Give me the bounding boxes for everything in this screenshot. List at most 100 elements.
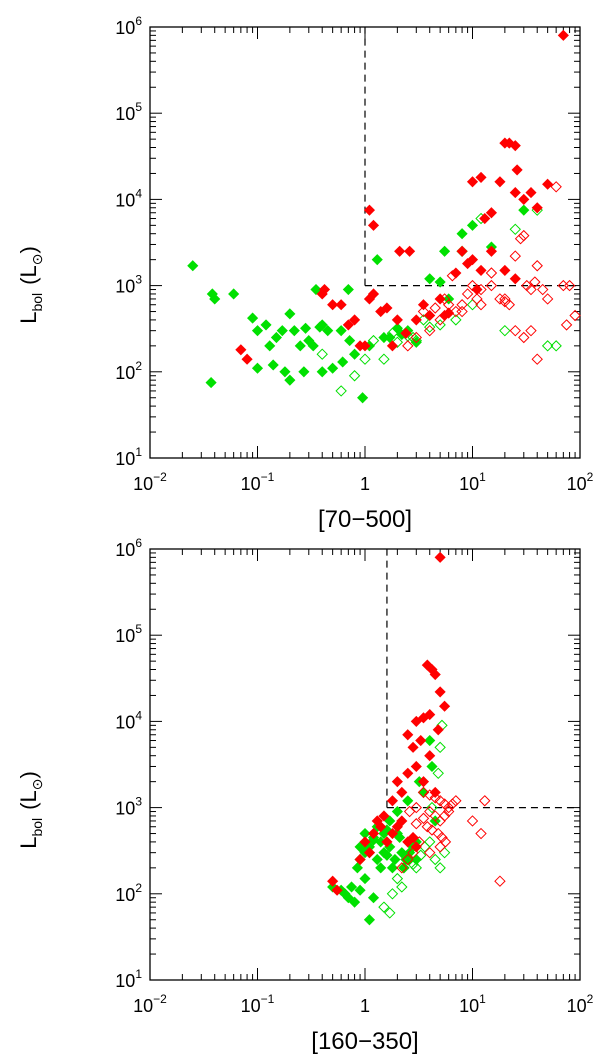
data-point <box>531 202 543 214</box>
data-point <box>424 805 436 818</box>
data-point <box>386 827 399 840</box>
data-point <box>429 853 441 866</box>
x-tick-label: 1 <box>360 474 370 494</box>
series-red-filled <box>327 551 451 896</box>
data-point <box>485 267 498 279</box>
data-point <box>335 325 347 337</box>
data-point <box>349 896 361 908</box>
data-point <box>514 232 527 245</box>
y-tick-label: 106 <box>115 536 142 560</box>
data-point <box>485 279 498 292</box>
data-point <box>417 299 430 311</box>
data-point <box>434 741 446 754</box>
data-point <box>402 853 414 866</box>
x-tick-label: 10−1 <box>241 992 275 1016</box>
data-point <box>349 348 361 360</box>
data-point <box>494 176 506 188</box>
data-point <box>391 336 404 348</box>
data-point <box>456 245 468 257</box>
data-point <box>307 340 319 352</box>
data-point <box>424 273 436 285</box>
data-point <box>424 324 436 337</box>
data-point <box>209 293 221 305</box>
data-point <box>410 818 422 830</box>
series-red-open <box>402 181 581 365</box>
data-point <box>509 187 521 199</box>
data-point <box>396 786 408 798</box>
data-point <box>342 283 354 296</box>
data-point <box>432 827 444 840</box>
data-point <box>402 795 414 807</box>
data-point <box>461 288 474 300</box>
data-point <box>434 551 446 563</box>
data-point <box>479 795 491 807</box>
data-point <box>442 805 455 818</box>
data-point <box>381 836 393 848</box>
data-point <box>337 356 349 368</box>
data-point <box>359 836 371 848</box>
data-point <box>342 319 354 331</box>
data-point <box>450 795 462 807</box>
data-point <box>407 846 419 859</box>
data-point <box>402 767 414 779</box>
data-point <box>327 299 339 311</box>
y-tick-label: 104 <box>115 708 142 732</box>
data-point <box>569 309 581 322</box>
data-point <box>511 164 523 176</box>
data-point <box>284 374 296 386</box>
data-point <box>378 810 390 822</box>
data-point <box>241 353 253 365</box>
data-point <box>391 805 403 818</box>
data-point <box>429 792 441 804</box>
data-point <box>424 789 436 801</box>
data-point <box>494 293 506 305</box>
data-point <box>402 340 414 352</box>
data-point <box>300 322 312 334</box>
data-point <box>344 335 356 347</box>
data-point <box>563 279 576 292</box>
data-point <box>375 821 387 833</box>
data-point <box>410 331 422 344</box>
data-point <box>316 348 328 360</box>
data-point <box>260 319 272 331</box>
data-point <box>359 873 371 885</box>
data-point <box>424 750 436 762</box>
data-point <box>391 776 403 788</box>
data-point <box>378 901 390 913</box>
data-point <box>391 314 403 326</box>
y-tick-label: 102 <box>115 881 142 905</box>
data-point <box>205 377 217 389</box>
data-point <box>509 140 521 152</box>
data-point <box>394 245 406 257</box>
data-point <box>398 862 410 874</box>
data-point <box>557 29 569 41</box>
data-point <box>270 331 282 344</box>
data-point <box>359 340 371 352</box>
data-point <box>402 729 414 741</box>
data-point <box>436 831 448 844</box>
x-axis-label: [70−500] <box>318 506 412 533</box>
data-point <box>424 846 436 859</box>
data-point <box>363 914 376 926</box>
data-point <box>434 276 446 288</box>
data-point <box>410 715 422 727</box>
data-point <box>537 283 549 296</box>
data-point <box>424 734 436 747</box>
panel-1: 10−2 10−1 1 101 102 101 102 103 104 105 106 [70−500… <box>16 14 594 533</box>
data-point <box>417 776 430 788</box>
x-tick-label: 101 <box>459 992 486 1016</box>
y-axis-label: Lbol(L⊙) <box>16 246 45 324</box>
y-tick-label: 102 <box>115 359 142 383</box>
data-point <box>375 862 387 874</box>
data-point <box>525 283 537 296</box>
data-point <box>367 334 380 347</box>
x-tick-label: 102 <box>567 470 594 494</box>
data-point <box>264 340 276 352</box>
data-point <box>446 798 459 810</box>
data-point <box>471 293 483 305</box>
data-point <box>335 385 347 397</box>
data-point <box>417 305 430 318</box>
data-point <box>439 245 451 257</box>
data-point <box>363 847 376 859</box>
data-point <box>429 302 441 314</box>
